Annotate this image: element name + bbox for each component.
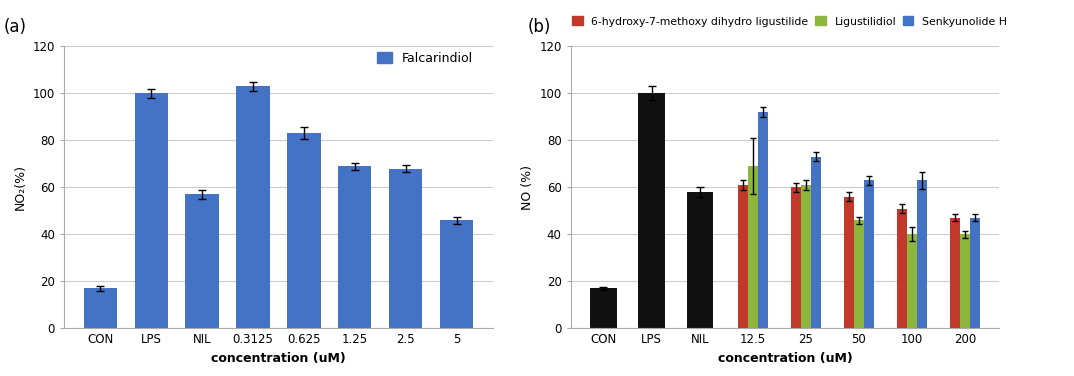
Text: (b): (b) xyxy=(527,18,551,36)
Bar xyxy=(84,288,117,329)
Y-axis label: NO (%): NO (%) xyxy=(521,165,534,210)
Bar xyxy=(854,220,863,329)
Bar xyxy=(288,133,320,329)
Bar xyxy=(440,220,474,329)
Bar xyxy=(908,234,917,329)
Bar xyxy=(865,180,874,329)
X-axis label: concentration (uM): concentration (uM) xyxy=(212,352,346,365)
Bar xyxy=(970,218,979,329)
Bar xyxy=(790,187,800,329)
Bar xyxy=(236,86,270,329)
Bar xyxy=(749,166,757,329)
Bar xyxy=(686,192,713,329)
Bar xyxy=(186,194,219,329)
Bar xyxy=(801,185,811,329)
X-axis label: concentration (uM): concentration (uM) xyxy=(717,352,853,365)
Bar xyxy=(950,218,960,329)
Bar xyxy=(897,209,906,329)
Bar xyxy=(590,288,616,329)
Bar xyxy=(390,168,422,329)
Bar xyxy=(338,166,372,329)
Text: (a): (a) xyxy=(4,18,27,36)
Bar xyxy=(917,180,927,329)
Y-axis label: NO₂(%): NO₂(%) xyxy=(14,164,27,210)
Bar xyxy=(738,185,748,329)
Bar xyxy=(960,234,970,329)
Bar xyxy=(844,197,854,329)
Bar xyxy=(758,112,768,329)
Bar xyxy=(134,93,168,329)
Bar xyxy=(638,93,665,329)
Bar xyxy=(811,157,821,329)
Legend: Falcarindiol: Falcarindiol xyxy=(372,47,478,70)
Legend: 6-hydroxy-7-methoxy dihydro ligustilide, Ligustilidiol, Senkyunolide H: 6-hydroxy-7-methoxy dihydro ligustilide,… xyxy=(567,12,1012,31)
